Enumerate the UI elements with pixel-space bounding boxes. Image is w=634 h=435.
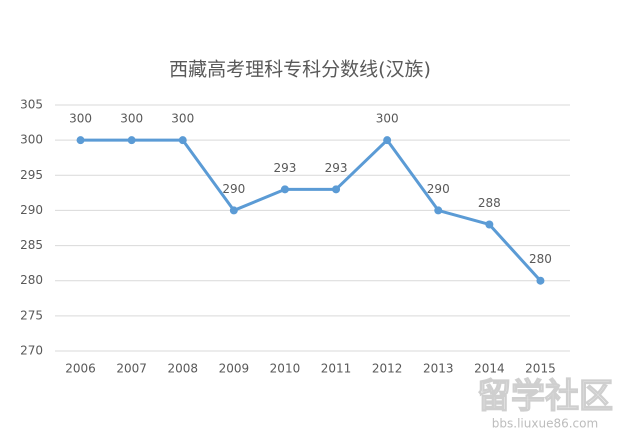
x-tick-label: 2007 bbox=[116, 362, 147, 376]
x-tick-label: 2015 bbox=[525, 362, 556, 376]
data-label: 300 bbox=[69, 112, 92, 126]
data-label: 300 bbox=[171, 112, 194, 126]
x-tick-label: 2014 bbox=[474, 362, 505, 376]
y-tick-label: 305 bbox=[20, 98, 43, 112]
data-label: 293 bbox=[273, 161, 296, 175]
data-point bbox=[485, 220, 494, 229]
data-point bbox=[434, 206, 443, 215]
data-label: 293 bbox=[325, 161, 348, 175]
y-tick-label: 285 bbox=[20, 238, 43, 252]
data-label: 290 bbox=[427, 182, 450, 196]
series-line bbox=[80, 138, 542, 282]
x-tick-label: 2009 bbox=[219, 362, 250, 376]
x-tick-label: 2010 bbox=[270, 362, 301, 376]
y-tick-label: 300 bbox=[20, 133, 43, 147]
x-tick-label: 2008 bbox=[167, 362, 198, 376]
data-point bbox=[178, 136, 187, 145]
watermark-url: bbs.liuxue86.com bbox=[492, 417, 598, 431]
data-label: 300 bbox=[376, 112, 399, 126]
chart-title: 西藏高考理科专科分数线(汉族) bbox=[169, 59, 431, 81]
data-label: 300 bbox=[120, 112, 143, 126]
x-tick-label: 2013 bbox=[423, 362, 454, 376]
data-label: 290 bbox=[222, 182, 245, 196]
y-tick-label: 270 bbox=[20, 344, 43, 358]
data-point bbox=[383, 136, 392, 145]
data-point bbox=[536, 276, 545, 285]
y-tick-label: 295 bbox=[20, 168, 43, 182]
data-point bbox=[229, 206, 238, 215]
y-tick-label: 290 bbox=[20, 203, 43, 217]
y-tick-label: 280 bbox=[20, 273, 43, 287]
x-tick-label: 2006 bbox=[65, 362, 96, 376]
x-tick-label: 2012 bbox=[372, 362, 403, 376]
data-point bbox=[76, 136, 85, 145]
data-point bbox=[127, 136, 136, 145]
data-point bbox=[332, 185, 341, 194]
data-label: 280 bbox=[529, 252, 552, 266]
data-point bbox=[280, 185, 289, 194]
y-tick-label: 275 bbox=[20, 308, 43, 322]
x-tick-label: 2011 bbox=[321, 362, 352, 376]
watermark-title: 留学社区 bbox=[477, 377, 613, 417]
data-label: 288 bbox=[478, 196, 501, 210]
